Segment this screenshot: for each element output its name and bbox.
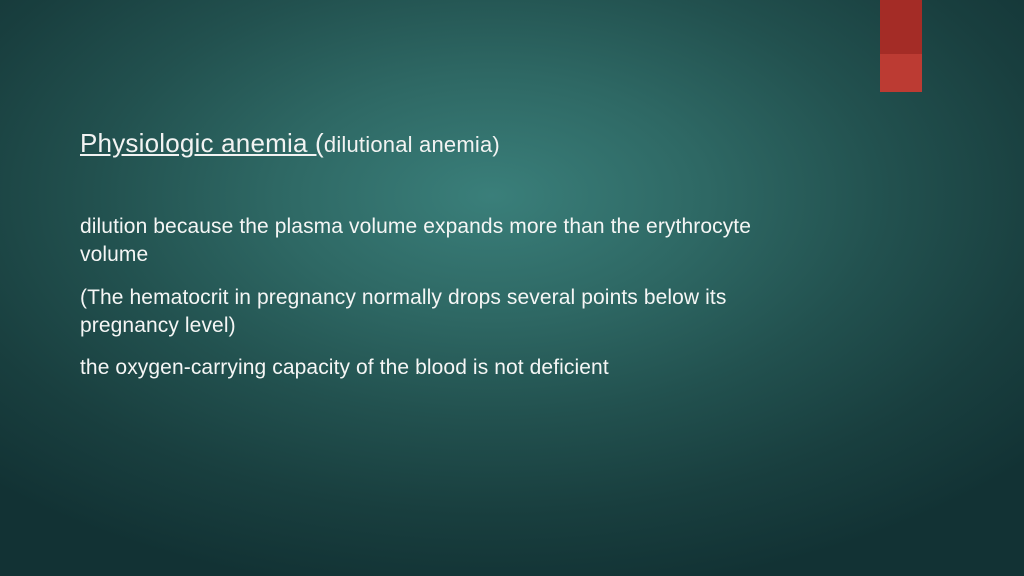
accent-bar-top [880, 0, 922, 54]
accent-bar-bottom [880, 54, 922, 92]
body-line-3: the oxygen-carrying capacity of the bloo… [80, 354, 800, 382]
slide-title: Physiologic anemia (dilutional anemia) [80, 128, 800, 159]
slide: Physiologic anemia (dilutional anemia) d… [0, 0, 1024, 576]
body-line-1: dilution because the plasma volume expan… [80, 213, 800, 270]
slide-title-sub: dilutional anemia) [324, 132, 500, 157]
slide-title-main: Physiologic anemia ( [80, 128, 324, 158]
accent-bar [880, 0, 922, 92]
body-line-2: (The hematocrit in pregnancy normally dr… [80, 284, 800, 341]
slide-content: Physiologic anemia (dilutional anemia) d… [80, 128, 800, 397]
